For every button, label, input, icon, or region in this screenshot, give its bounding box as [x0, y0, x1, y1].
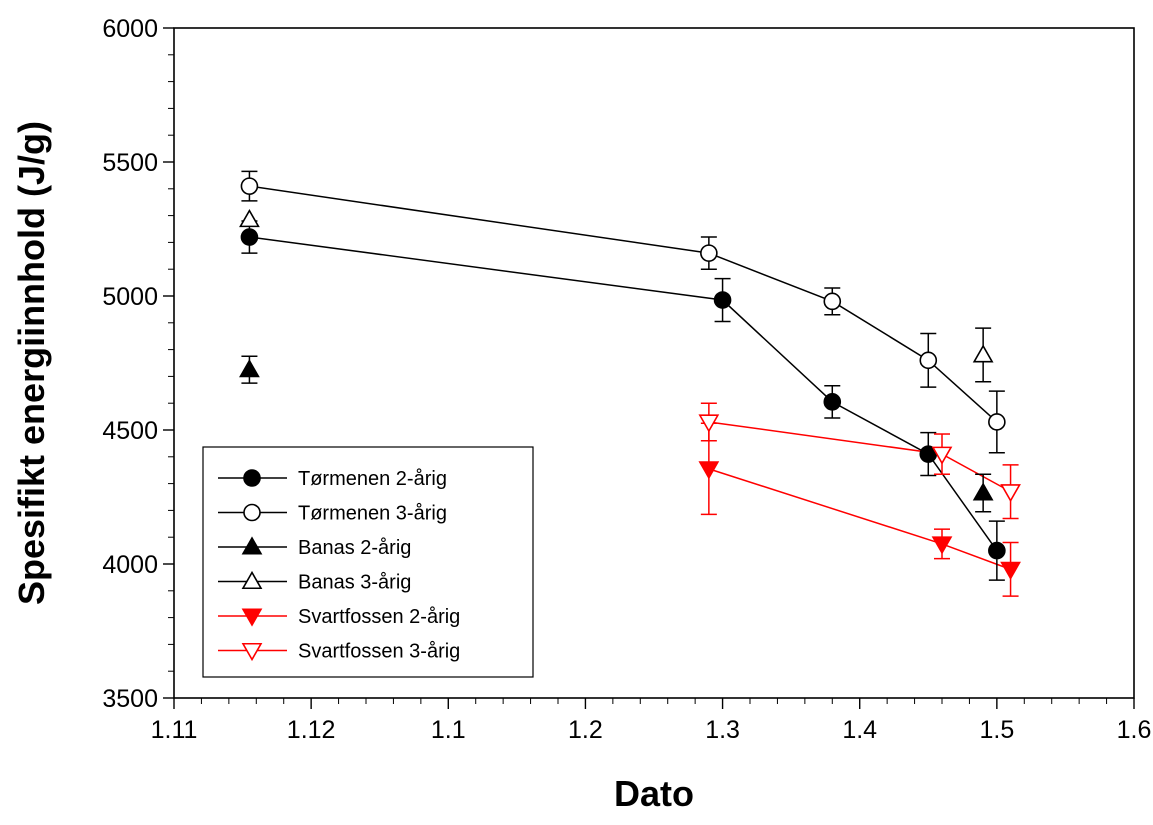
x-tick-label: 1.11 — [151, 716, 198, 744]
series-line-5 — [708, 421, 1011, 493]
data-point — [823, 292, 842, 311]
data-point — [931, 446, 953, 465]
y-axis-title: Spesifikt energiinnhold (J/g) — [11, 121, 52, 605]
data-point — [919, 351, 938, 370]
data-point — [931, 536, 953, 555]
legend-marker — [241, 570, 263, 590]
data-point — [1000, 561, 1021, 580]
data-point — [240, 177, 259, 195]
legend-marker — [241, 608, 263, 627]
legend-entry: Svartfossen 2-årig — [218, 606, 460, 628]
data-point — [972, 482, 994, 501]
legend-label: Tørmenen 3-årig — [298, 503, 447, 525]
data-point — [240, 228, 259, 246]
data-point — [823, 393, 842, 411]
series-line-1 — [249, 185, 998, 423]
legend-label: Svartfossen 2-årig — [298, 606, 460, 628]
y-tick-labels: 3500 4000 4500 5000 5500 6000 — [102, 15, 158, 713]
data-point — [988, 541, 1006, 560]
x-tick-labels: 1.11 1.12 1.1 1.2 1.3 1.4 1.5 1.6 — [151, 716, 1152, 744]
data-markers — [239, 177, 1021, 580]
legend-entry: Banas 3-årig — [218, 570, 411, 594]
x-axis-title: Dato — [614, 773, 694, 814]
y-tick-label: 4000 — [102, 551, 158, 579]
data-point — [700, 244, 718, 262]
y-tick-label: 6000 — [102, 15, 158, 43]
y-tick-label: 5000 — [102, 283, 158, 311]
legend-label: Banas 2-årig — [298, 537, 411, 559]
legend-entry: Tørmenen 2-årig — [218, 468, 447, 490]
x-tick-label: 1.4 — [842, 716, 877, 744]
x-tick-label: 1.1 — [431, 716, 466, 744]
x-tick-label: 1.2 — [568, 716, 603, 744]
data-point — [239, 209, 260, 228]
legend-marker — [241, 536, 263, 555]
legend-marker — [243, 469, 261, 487]
legend-box — [202, 446, 534, 678]
x-tick-label: 1.12 — [287, 716, 336, 744]
x-tick-label: 1.6 — [1117, 716, 1152, 744]
x-tick-label: 1.5 — [979, 716, 1014, 744]
data-point — [972, 344, 994, 363]
y-tick-label: 5500 — [102, 149, 158, 177]
legend-entry: Tørmenen 3-årig — [218, 503, 447, 525]
axis-ticks — [163, 27, 1135, 709]
y-tick-label: 4500 — [102, 417, 158, 445]
series-line-4 — [708, 468, 1011, 571]
data-point — [713, 291, 732, 309]
legend-marker — [243, 503, 261, 522]
legend-entry: Svartfossen 3-årig — [218, 641, 460, 663]
y-tick-label: 3500 — [102, 685, 158, 713]
legend-label: Svartfossen 3-årig — [298, 641, 460, 663]
legend-entry: Banas 2-årig — [218, 536, 411, 559]
data-point — [698, 461, 720, 480]
legend: Tørmenen 2-årig Tørmenen 3-årig Banas 2-år… — [202, 446, 534, 678]
data-point — [239, 359, 260, 378]
legend-label: Tørmenen 2-årig — [298, 468, 447, 490]
data-point — [698, 414, 720, 433]
legend-marker — [241, 642, 263, 662]
data-point — [1000, 484, 1021, 503]
x-tick-label: 1.3 — [705, 716, 740, 744]
legend-label: Banas 3-årig — [298, 572, 411, 594]
plot-frame — [173, 27, 1135, 699]
data-point — [988, 413, 1006, 431]
